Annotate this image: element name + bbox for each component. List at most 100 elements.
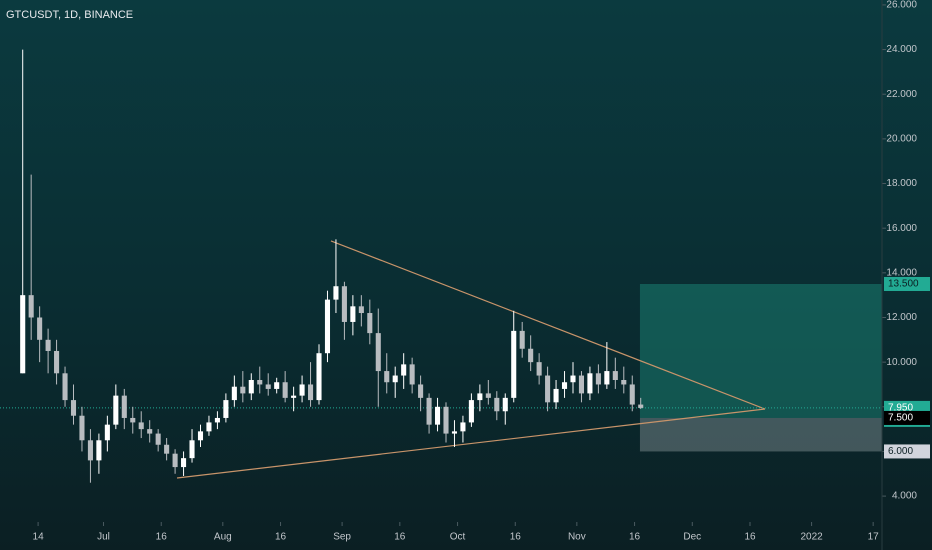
candle-body xyxy=(621,380,627,385)
candle-body xyxy=(274,382,280,389)
candle-body xyxy=(45,339,51,351)
candle-body xyxy=(164,444,170,454)
candle-body xyxy=(223,400,229,418)
x-tick-label: 2022 xyxy=(800,532,823,543)
y-tick-label: 4.000 xyxy=(892,491,917,502)
target-label-bg xyxy=(884,276,930,291)
entry-label: 7.500 xyxy=(888,413,913,424)
candle-body xyxy=(291,395,297,398)
candle-body xyxy=(409,364,415,385)
candle-body xyxy=(206,422,212,432)
candle-body xyxy=(612,371,618,381)
candle-body xyxy=(308,384,314,401)
candle-body xyxy=(460,422,466,432)
candle-body xyxy=(121,395,127,418)
candle-body xyxy=(79,415,85,441)
y-tick-label: 14.000 xyxy=(886,267,917,278)
candle-body xyxy=(350,306,356,322)
x-tick-label: 16 xyxy=(156,532,168,543)
x-tick-label: Jul xyxy=(97,532,110,543)
candle-body xyxy=(502,397,508,412)
stop-label-bg xyxy=(884,444,930,459)
stop-label: 6.000 xyxy=(888,446,913,457)
entry-label-bg xyxy=(884,410,930,425)
x-tick-label: 16 xyxy=(629,532,641,543)
candle-body xyxy=(367,313,373,334)
candle-body xyxy=(494,397,500,412)
candle-body xyxy=(181,458,187,468)
x-tick-label: 17 xyxy=(868,532,880,543)
candle-body xyxy=(578,375,584,394)
y-tick-label: 12.000 xyxy=(886,312,917,323)
x-tick-label: Oct xyxy=(450,532,466,543)
candle-body xyxy=(545,375,551,403)
candle-body xyxy=(70,400,77,416)
candle-body xyxy=(426,397,432,425)
x-tick-label: 16 xyxy=(275,532,287,543)
candle-body xyxy=(54,350,60,374)
candle-body xyxy=(333,286,339,300)
candle-body xyxy=(519,330,525,349)
candle-body xyxy=(443,406,449,434)
candle-body xyxy=(28,295,34,318)
candle-body xyxy=(240,386,246,394)
candle-body xyxy=(528,348,534,363)
candle-body xyxy=(265,384,271,389)
candle-body xyxy=(138,422,144,430)
candle-body xyxy=(561,382,568,389)
trendline xyxy=(176,408,766,479)
candle-body xyxy=(604,371,610,385)
trendline xyxy=(330,240,766,410)
x-tick-label: 14 xyxy=(33,532,45,543)
target-zone xyxy=(639,283,882,418)
candle-body xyxy=(316,353,322,401)
candle-body xyxy=(401,364,407,376)
candle-body xyxy=(485,393,491,398)
x-tick-label: 16 xyxy=(394,532,406,543)
candle-body xyxy=(341,286,347,322)
x-tick-label: 16 xyxy=(744,532,756,543)
candle-body xyxy=(130,417,136,423)
candle-body xyxy=(214,417,220,423)
chart-title: GTCUSDT, 1D, BINANCE xyxy=(6,9,133,21)
candle-body xyxy=(587,373,593,394)
candle-body xyxy=(418,384,424,398)
candle-body xyxy=(468,400,474,423)
x-tick-label: Nov xyxy=(568,532,586,543)
y-tick-label: 16.000 xyxy=(886,223,917,234)
candle-body xyxy=(104,424,110,441)
candle-body xyxy=(299,384,305,396)
candle-body xyxy=(451,431,458,434)
stop-zone xyxy=(639,417,882,452)
candle-body xyxy=(536,362,542,376)
candle-body xyxy=(553,388,559,403)
candle-body xyxy=(511,330,517,398)
candle-body xyxy=(638,404,644,408)
candle-body xyxy=(629,384,635,405)
y-tick-label: 10.000 xyxy=(886,357,917,368)
y-tick-label: 22.000 xyxy=(886,89,917,100)
candle-body xyxy=(384,371,390,383)
candle-body xyxy=(595,373,601,385)
candle-body xyxy=(477,393,483,401)
candle-body xyxy=(155,433,161,445)
x-tick-label: 16 xyxy=(510,532,522,543)
x-tick-label: Aug xyxy=(214,532,232,543)
candle-body xyxy=(87,440,93,461)
candle-body xyxy=(434,406,441,425)
x-tick-label: Sep xyxy=(333,532,351,543)
candle-body xyxy=(147,429,153,434)
candle-body xyxy=(231,386,237,401)
candle-body xyxy=(37,317,43,340)
candle-body xyxy=(20,295,26,374)
candle-body xyxy=(113,395,119,425)
candle-body xyxy=(358,306,364,314)
candle-body xyxy=(96,440,102,461)
candle-body xyxy=(257,380,263,385)
y-tick-label: 20.000 xyxy=(886,134,917,145)
candle-body xyxy=(324,299,331,354)
y-tick-label: 24.000 xyxy=(886,44,917,55)
x-tick-label: Dec xyxy=(683,532,701,543)
candle-body xyxy=(197,431,204,441)
